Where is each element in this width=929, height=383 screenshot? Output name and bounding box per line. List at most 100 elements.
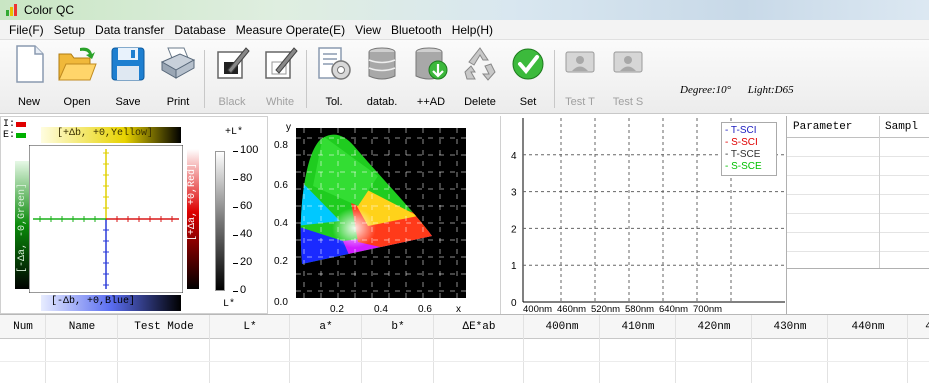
sample-header[interactable]: Sampl (879, 116, 929, 138)
spectral-x-tick-label: 700nm (693, 304, 722, 314)
database-label: datab. (366, 96, 398, 108)
column-separator (675, 315, 676, 383)
print-button[interactable]: Print (158, 44, 198, 110)
column-header[interactable]: 430nm (773, 321, 807, 333)
black-button[interactable]: Black (212, 44, 252, 110)
menu-measure-operate[interactable]: Measure Operate(E) (235, 22, 346, 37)
blue-db-label: [-Δb, +0,Blue] (51, 296, 136, 307)
new-button[interactable]: New (12, 44, 46, 110)
new-label: New (17, 96, 40, 108)
legend-i-swatch (16, 122, 27, 127)
lstar-tick (233, 235, 238, 236)
menu-help[interactable]: Help(H) (451, 22, 494, 37)
lstar-tick-label: 60 (240, 200, 253, 212)
red-da-label: [+Δa, +0,Red] (187, 162, 198, 241)
user-card-icon (565, 51, 595, 73)
spectral-y-ticks: 0 1 2 3 4 (511, 151, 517, 309)
spectral-y-tick-label: 3 (511, 188, 517, 199)
menu-bluetooth[interactable]: Bluetooth (390, 22, 442, 37)
column-header[interactable]: 420nm (697, 321, 731, 333)
lstar-bottom-label: L* (223, 299, 236, 310)
column-header[interactable]: 450n (925, 321, 929, 333)
column-header[interactable]: a* (319, 321, 333, 333)
column-header[interactable]: Name (68, 321, 96, 333)
test-t-button[interactable]: Test T (560, 44, 600, 110)
white-label: White (265, 96, 295, 108)
save-label: Save (115, 96, 141, 108)
toolbar: New Open Save (0, 40, 929, 114)
spectral-x-tick-label: 580nm (625, 304, 654, 314)
open-folder-icon (58, 47, 97, 81)
spectral-y-tick-label: 0 (511, 298, 517, 309)
column-header[interactable]: ΔE*ab (462, 321, 496, 333)
column-separator (45, 315, 46, 383)
column-separator (289, 315, 290, 383)
chroma-x-tick-label: 0.4 (374, 304, 388, 314)
measurement-info: Degree:10° Light:D65 (680, 84, 808, 96)
white-button[interactable]: White (260, 44, 300, 110)
test-s-label: Test S (612, 96, 644, 108)
delete-button[interactable]: Delete (460, 44, 500, 110)
yellow-db-label: [+Δb, +0,Yellow] (57, 128, 154, 139)
column-header[interactable]: b* (391, 321, 405, 333)
menu-file[interactable]: File(F) (9, 22, 44, 37)
parameter-table: Parameter Sampl (786, 116, 929, 314)
chroma-x-tick-label: 0.6 (418, 304, 432, 314)
chromaticity-panel: y x 0.8 0.6 0.4 0.2 0.0 0.2 0.4 0.6 (268, 116, 498, 315)
chroma-x-tick-label: 0.2 (330, 304, 344, 314)
column-header[interactable]: 440nm (851, 321, 885, 333)
results-table: Num Name Test Mode L* a* b* ΔE*ab 400nm 410nm 420… (0, 314, 929, 383)
spectral-legend: - T-SCI - S-SCI - T-SCE - S-SCE (721, 122, 777, 176)
spectral-x-tick-label: 400nm (523, 304, 552, 314)
lstar-tick (233, 207, 238, 208)
column-separator (361, 315, 362, 383)
chroma-y-ticks: 0.8 0.6 0.4 0.2 0.0 (274, 140, 288, 308)
legend-e-swatch (16, 133, 27, 138)
column-header[interactable]: 400nm (545, 321, 579, 333)
menu-bar: File(F) Setup Data transfer Database Mea… (0, 20, 929, 40)
column-separator (433, 315, 434, 383)
new-file-icon (16, 45, 44, 83)
spectral-y-tick-label: 2 (511, 224, 517, 235)
parameter-table-body (787, 138, 929, 268)
legend-i-label: I: (3, 119, 16, 130)
chroma-x-ticks: 0.2 0.4 0.6 (330, 304, 432, 315)
column-header[interactable]: 410nm (621, 321, 655, 333)
test-s-button[interactable]: Test S (608, 44, 648, 110)
chroma-y-tick-label: 0.8 (274, 140, 288, 151)
spectral-x-tick-label: 520nm (591, 304, 620, 314)
print-label: Print (166, 96, 190, 108)
chroma-y-tick-label: 0.4 (274, 218, 288, 229)
set-button[interactable]: Set (508, 44, 548, 110)
save-disk-icon (111, 47, 145, 81)
add-button[interactable]: ++AD (410, 44, 452, 110)
database-button[interactable]: datab. (362, 44, 402, 110)
column-separator (879, 116, 880, 268)
results-header-row (0, 315, 929, 339)
column-header[interactable]: Num (13, 321, 33, 333)
menu-setup[interactable]: Setup (53, 22, 86, 37)
menu-data-transfer[interactable]: Data transfer (95, 22, 165, 37)
menu-view[interactable]: View (355, 22, 381, 37)
test-t-label: Test T (565, 96, 595, 108)
window-title: Color QC (24, 3, 75, 17)
open-button[interactable]: Open (56, 44, 98, 110)
toolbar-separator (554, 50, 555, 108)
parameter-header[interactable]: Parameter (787, 116, 879, 138)
tolerance-label: Tol. (325, 96, 343, 108)
column-header[interactable]: Test Mode (134, 321, 194, 333)
legend-entry: - S-SCI (725, 137, 758, 148)
tolerance-button[interactable]: Tol. (314, 44, 354, 110)
lstar-tick (233, 291, 238, 292)
legend-entry: - S-SCE (725, 161, 762, 172)
spectral-x-ticks: 400nm 460nm 520nm 580nm 640nm 700nm (523, 304, 722, 315)
ab-axis-ticks (39, 152, 173, 286)
save-button[interactable]: Save (108, 44, 148, 110)
column-header[interactable]: L* (243, 321, 257, 333)
lstar-tick-label: 20 (240, 256, 253, 268)
parameter-lower-pane (787, 268, 929, 314)
lstar-gradient-bar (215, 151, 225, 291)
app-icon (6, 4, 17, 16)
menu-database[interactable]: Database (174, 22, 226, 37)
legend-e-label: E: (3, 130, 16, 141)
